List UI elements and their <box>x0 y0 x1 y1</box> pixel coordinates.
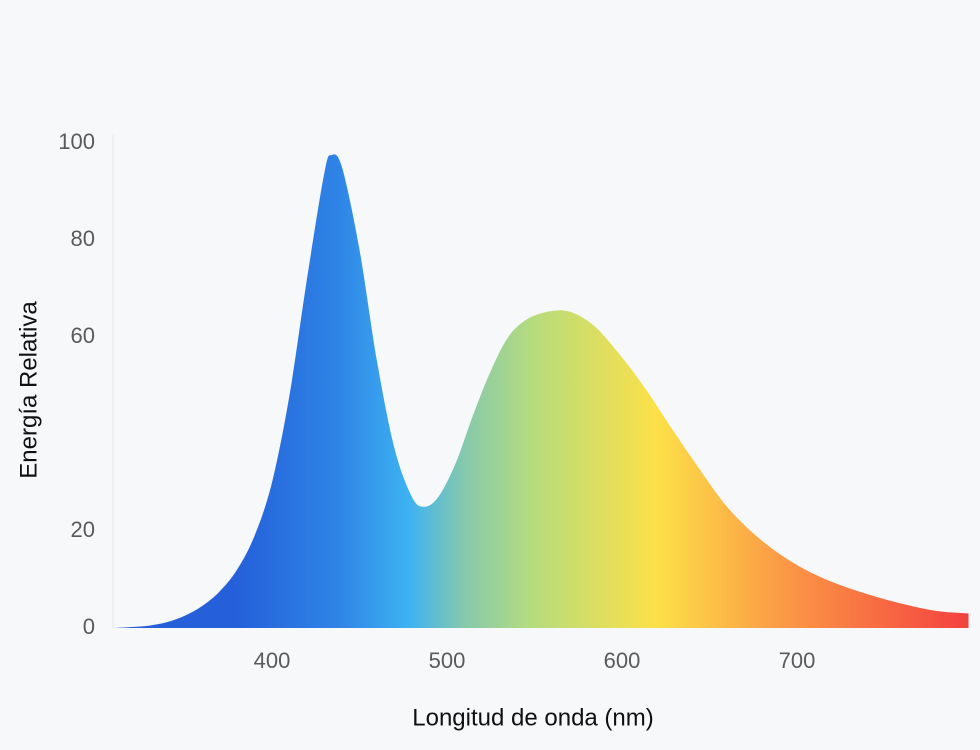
y-tick-label: 60 <box>71 323 95 348</box>
x-tick-label: 700 <box>779 648 816 673</box>
y-axis-title: Energía Relativa <box>15 301 42 479</box>
x-tick-label: 500 <box>429 648 466 673</box>
x-tick-label: 400 <box>254 648 291 673</box>
spectrum-area <box>114 154 969 628</box>
x-axis-title: Longitud de onda (nm) <box>412 704 654 731</box>
x-tick-label: 600 <box>604 648 641 673</box>
y-tick-label: 100 <box>58 129 95 154</box>
y-tick-label: 20 <box>71 517 95 542</box>
y-tick-label: 0 <box>83 614 95 639</box>
y-tick-label: 80 <box>71 226 95 251</box>
